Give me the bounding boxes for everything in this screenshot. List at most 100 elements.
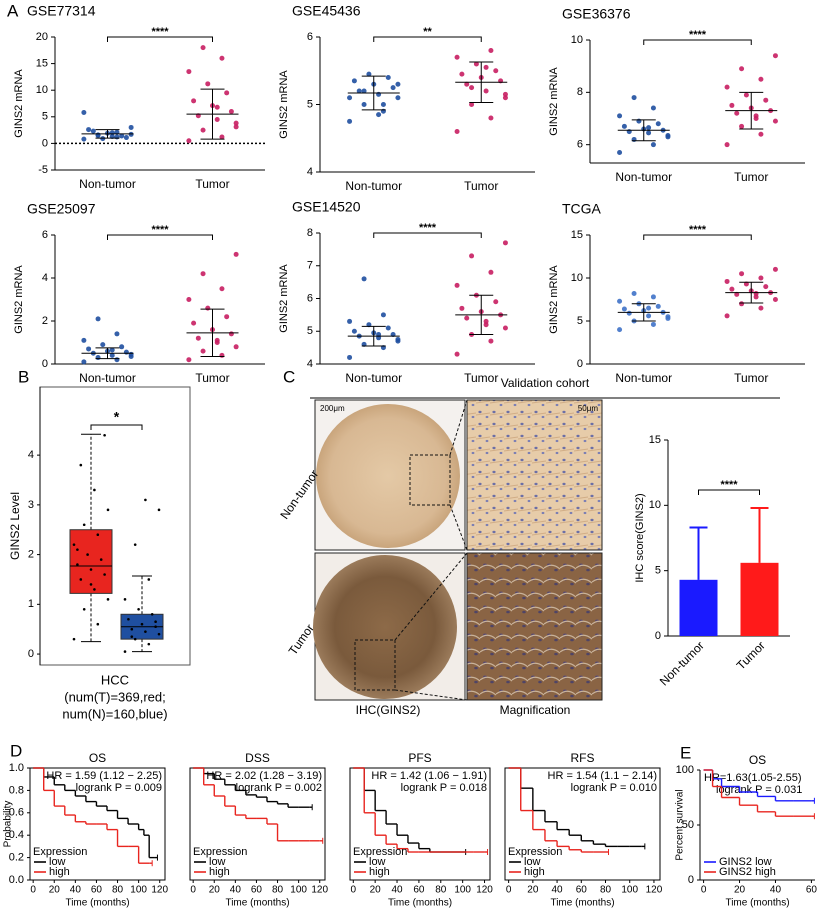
- x-tick-label: 40: [230, 885, 242, 896]
- data-point: [347, 354, 353, 360]
- data-point: [205, 81, 211, 87]
- legend-label: low: [49, 856, 66, 868]
- logrank-p: logrank P = 0.010: [571, 782, 657, 794]
- data-point: [347, 118, 353, 124]
- data-point: [665, 134, 671, 140]
- data-point: [772, 297, 778, 302]
- data-point: [739, 123, 745, 129]
- data-point: [219, 286, 225, 292]
- data-point: [93, 488, 96, 492]
- y-axis-label: GINS2 mRNA: [278, 264, 290, 333]
- y-tick-label: 5: [655, 565, 661, 577]
- data-point: [650, 105, 656, 111]
- data-point: [76, 563, 79, 566]
- x-axis-label: Time (months): [225, 898, 289, 909]
- panel-label: D: [10, 741, 22, 760]
- data-point: [621, 306, 627, 312]
- panel-label: C: [283, 367, 295, 386]
- data-point: [646, 305, 652, 311]
- data-point: [753, 294, 759, 300]
- x-tick-label: Tumor: [464, 371, 498, 385]
- data-point: [157, 508, 161, 512]
- x-tick-label: 80: [435, 885, 447, 896]
- data-point: [617, 113, 623, 119]
- y-tick-label: 0: [688, 874, 694, 886]
- data-point: [119, 133, 125, 139]
- data-point: [483, 88, 489, 94]
- data-point: [219, 352, 225, 358]
- x-tick-label: 0: [30, 885, 36, 896]
- data-point: [763, 97, 769, 103]
- panel-label: E: [680, 743, 691, 762]
- data-point: [233, 344, 239, 350]
- data-point: [347, 318, 353, 324]
- data-point: [86, 127, 92, 133]
- data-point: [99, 558, 103, 561]
- data-point: [127, 617, 130, 621]
- data-point: [114, 134, 120, 140]
- x-tick-label: 60: [91, 885, 103, 896]
- data-point: [214, 337, 220, 343]
- data-point: [351, 78, 357, 84]
- logrank-p: logrank P = 0.009: [76, 782, 162, 794]
- data-point: [191, 98, 197, 104]
- error-bar: [361, 325, 386, 347]
- y-tick-label: 2: [42, 315, 48, 327]
- legend-title: Expression: [193, 846, 247, 858]
- x-tick-label: Tumor: [195, 177, 229, 191]
- significance-bracket: [373, 36, 482, 42]
- y-tick-label: 4: [307, 358, 313, 370]
- data-point: [739, 301, 745, 307]
- bar: [740, 562, 779, 636]
- data-point: [454, 54, 460, 60]
- data-point: [106, 508, 110, 512]
- row-label: Tumor: [286, 621, 317, 657]
- data-point: [502, 240, 508, 246]
- magnified-image: [466, 399, 603, 551]
- x-tick-label: Non-tumor: [615, 170, 672, 184]
- x-tick-label: 60: [413, 885, 425, 896]
- data-point: [650, 142, 656, 148]
- data-point: [233, 120, 239, 126]
- legend-label: GINS2 high: [719, 866, 776, 878]
- data-point: [200, 271, 206, 277]
- data-point: [191, 320, 197, 326]
- data-point: [356, 88, 362, 94]
- panel-label: B: [18, 367, 29, 386]
- data-point: [200, 45, 206, 51]
- data-point: [351, 328, 357, 334]
- chart-title: GSE36376: [562, 6, 631, 22]
- y-axis-label: GINS2 mRNA: [548, 265, 560, 334]
- data-point: [90, 128, 96, 134]
- hazard-ratio: HR = 1.54 (1.1 − 2.14): [548, 770, 657, 782]
- x-tick-label: Non-tumor: [79, 177, 136, 191]
- y-tick-label: 0.0: [9, 874, 24, 886]
- data-point: [650, 321, 656, 327]
- data-point: [758, 131, 764, 137]
- zoom-line: [394, 552, 468, 641]
- data-point: [200, 348, 206, 354]
- significance-label: ****: [151, 224, 169, 236]
- x-tick-label: Non-tumor: [345, 179, 402, 193]
- x-tick-label: Tumor: [464, 179, 498, 193]
- significance-label: ****: [689, 29, 707, 41]
- data-point: [186, 357, 192, 363]
- data-point: [724, 84, 730, 90]
- x-tick-label: 120: [646, 885, 663, 896]
- error-bar: [95, 347, 120, 360]
- data-point: [631, 290, 637, 296]
- legend-title: Expression: [508, 846, 562, 858]
- x-tick-label: 0: [351, 885, 357, 896]
- y-tick-label: 15: [571, 229, 583, 241]
- data-point: [81, 337, 87, 343]
- significance-bracket: [107, 36, 213, 42]
- legend-label: low: [209, 856, 226, 868]
- significance-bracket: [107, 234, 213, 240]
- y-tick-label: 0: [577, 358, 583, 370]
- scale-bar-label: 200μm: [320, 404, 345, 413]
- chart-title: RFS: [571, 751, 595, 765]
- cohort-title: Validation cohort: [501, 376, 590, 390]
- error-bar: [631, 119, 656, 142]
- x-tick-label: Tumor: [734, 371, 768, 385]
